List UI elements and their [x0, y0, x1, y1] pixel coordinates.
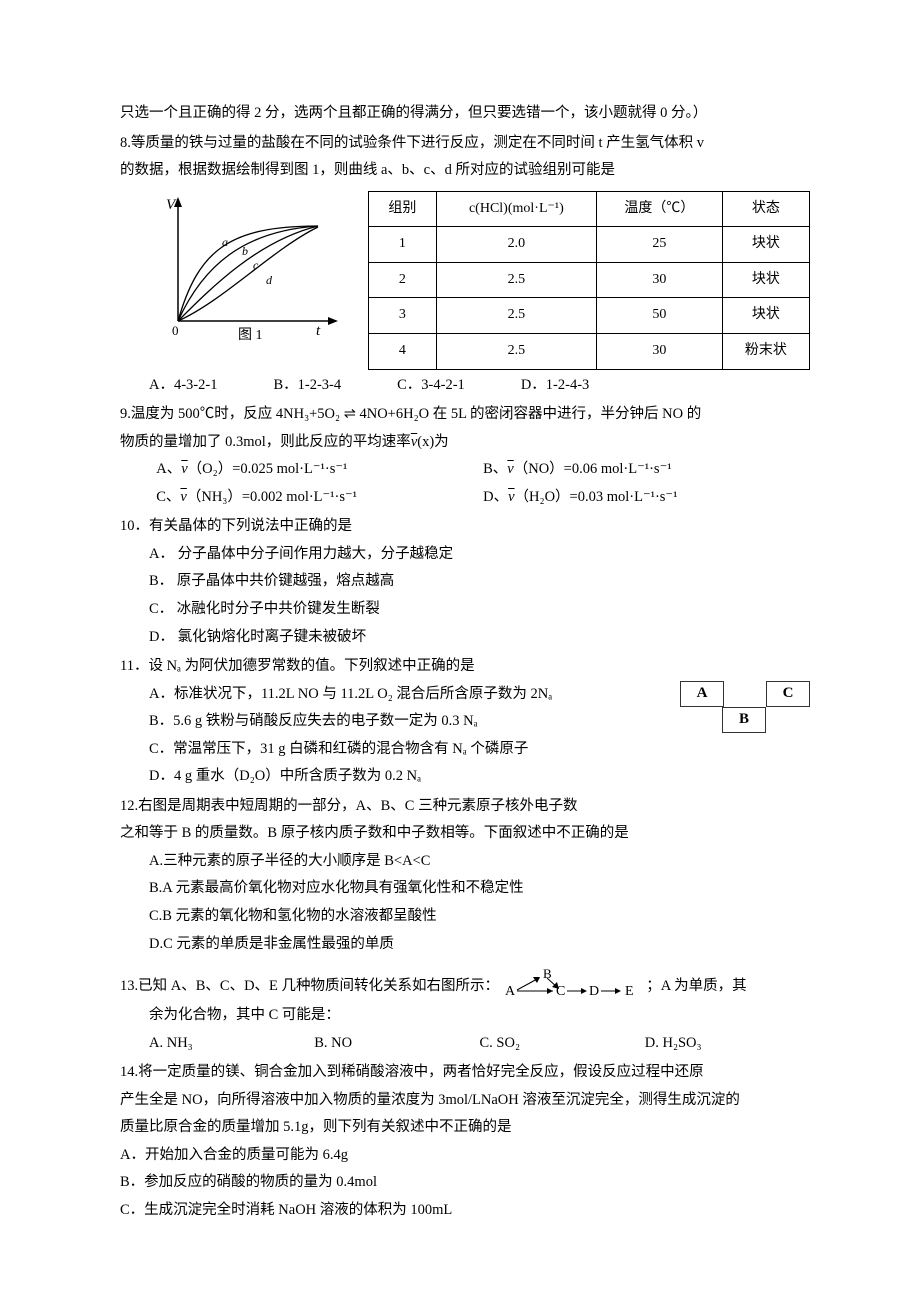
- q14-opt-a: A．开始加入合金的质量可能为 6.4g: [120, 1142, 810, 1170]
- svg-text:0: 0: [172, 323, 179, 338]
- svg-text:D: D: [589, 984, 599, 999]
- th-temp: 温度（℃）: [596, 191, 722, 227]
- q10-stem: 10．有关晶体的下列说法中正确的是: [120, 513, 810, 541]
- svg-text:E: E: [625, 984, 634, 999]
- q9-opt-c: C、v（NH₃）=0.002 mol·L⁻¹·s⁻¹: [156, 484, 483, 512]
- q14-stem2: 产生全是 NO，向所得溶液中加入物质的量浓度为 3mol/LNaOH 溶液至沉淀…: [120, 1087, 810, 1115]
- th-group: 组别: [369, 191, 437, 227]
- q8-opt-c: C．3-4-2-1: [397, 372, 465, 400]
- q8-opt-b: B．1-2-3-4: [273, 372, 341, 400]
- q8-stem-line1: 8.等质量的铁与过量的盐酸在不同的试验条件下进行反应，测定在不同时间 t 产生氢…: [120, 130, 810, 158]
- table-row: 22.530块状: [369, 262, 810, 298]
- th-conc: c(HCl)(mol·L⁻¹): [436, 191, 596, 227]
- q12-stem1: 12.右图是周期表中短周期的一部分，A、B、C 三种元素原子核外电子数: [120, 793, 672, 821]
- q8-stem-line2: 的数据，根据数据绘制得到图 1，则曲线 a、b、c、d 所对应的试验组别可能是: [120, 157, 810, 185]
- q13-opt-d: D. H₂SO₃: [645, 1030, 810, 1058]
- q14-opt-b: B．参加反应的硝酸的物质的量为 0.4mol: [120, 1169, 810, 1197]
- q13-opt-b: B. NO: [314, 1030, 479, 1058]
- q8-figure-and-table: a b c d V 0 t 图 1 组别 c(HCl)(mol·L⁻¹) 温度（…: [120, 191, 810, 370]
- q13-opt-a: A. NH₃: [149, 1030, 314, 1058]
- table-row: 32.550块状: [369, 298, 810, 334]
- table-row: 42.530粉末状: [369, 334, 810, 370]
- th-state: 状态: [722, 191, 809, 227]
- figure-1: a b c d V 0 t 图 1: [148, 191, 348, 352]
- q13-stem2: 余为化合物，其中 C 可能是：: [120, 1002, 810, 1030]
- q9-opt-b: B、v（NO）=0.06 mol·L⁻¹·s⁻¹: [483, 456, 810, 484]
- flow-diagram: A B C D E: [503, 968, 643, 1002]
- q11-stem: 11．设 Nₐ 为阿伏加德罗常数的值。下列叙述中正确的是: [120, 653, 810, 681]
- q14-stem1: 14.将一定质量的镁、铜合金加入到稀硝酸溶液中，两者恰好完全反应，假设反应过程中…: [120, 1059, 810, 1087]
- svg-text:a: a: [222, 235, 228, 249]
- q9-stem1: 9.温度为 500℃时，反应 4NH₃+5O₂ ⇌ 4NO+6H₂O 在 5L …: [120, 401, 810, 429]
- q12-opt-d: D.C 元素的单质是非金属性最强的单质: [120, 931, 810, 959]
- q12-opt-a: A.三种元素的原子半径的大小顺序是 B<A<C: [120, 848, 810, 876]
- q8-options: A．4-3-2-1 B．1-2-3-4 C．3-4-2-1 D．1-2-4-3: [120, 372, 810, 400]
- q8-table: 组别 c(HCl)(mol·L⁻¹) 温度（℃） 状态 12.025块状 22.…: [368, 191, 810, 370]
- q13-opt-c: C. SO₂: [480, 1030, 645, 1058]
- q12-opt-b: B.A 元素最高价氧化物对应水化物具有强氧化性和不稳定性: [120, 875, 810, 903]
- q10-opt-d: D． 氯化钠熔化时离子键未被破坏: [120, 624, 810, 652]
- q11-opt-a: A．标准状况下，11.2L NO 与 11.2L O₂ 混合后所含原子数为 2N…: [120, 681, 672, 709]
- q11-opt-b: B．5.6 g 铁粉与硝酸反应失去的电子数一定为 0.3 Nₐ: [120, 708, 672, 736]
- q12-stem2: 之和等于 B 的质量数。B 原子核内质子数和中子数相等。下面叙述中不正确的是: [120, 820, 810, 848]
- svg-text:图 1: 图 1: [238, 328, 263, 341]
- q14-opt-c: C．生成沉淀完全时消耗 NaOH 溶液的体积为 100mL: [120, 1197, 810, 1225]
- ptable-cell-b: B: [722, 707, 766, 733]
- ptable-cell-a: A: [680, 681, 724, 707]
- q10-opt-b: B． 原子晶体中共价键越强，熔点越高: [120, 568, 810, 596]
- q11-opt-d: D．4 g 重水（D₂O）中所含质子数为 0.2 Nₐ: [120, 763, 672, 791]
- q9-stem2: 物质的量增加了 0.3mol，则此反应的平均速率v(x)为: [120, 429, 810, 457]
- q13-options: A. NH₃ B. NO C. SO₂ D. H₂SO₃: [120, 1030, 810, 1058]
- q10-opt-a: A． 分子晶体中分子间作用力越大，分子越稳定: [120, 541, 810, 569]
- q8-opt-d: D．1-2-4-3: [521, 372, 589, 400]
- q10-opt-c: C． 冰融化时分子中共价键发生断裂: [120, 596, 810, 624]
- q9-opt-d: D、v（H₂O）=0.03 mol·L⁻¹·s⁻¹: [483, 484, 810, 512]
- svg-text:t: t: [316, 323, 321, 339]
- scoring-note: 只选一个且正确的得 2 分，选两个且都正确的得满分，但只要选错一个，该小题就得 …: [120, 100, 810, 128]
- q14-stem3: 质量比原合金的质量增加 5.1g，则下列有关叙述中不正确的是: [120, 1114, 810, 1142]
- q9-options: A、v（O₂）=0.025 mol·L⁻¹·s⁻¹ B、v（NO）=0.06 m…: [120, 456, 810, 511]
- svg-text:b: b: [242, 244, 248, 258]
- q9-opt-a: A、v（O₂）=0.025 mol·L⁻¹·s⁻¹: [156, 456, 483, 484]
- periodic-table-fragment: A C B: [680, 681, 810, 733]
- q12-opt-c: C.B 元素的氧化物和氢化物的水溶液都呈酸性: [120, 903, 810, 931]
- svg-text:c: c: [253, 258, 259, 272]
- svg-text:d: d: [266, 273, 273, 287]
- ptable-cell-c: C: [766, 681, 810, 707]
- q11-opt-c: C．常温常压下，31 g 白磷和红磷的混合物含有 Nₐ 个磷原子: [120, 736, 672, 764]
- table-row: 12.025块状: [369, 227, 810, 263]
- svg-text:A: A: [505, 984, 516, 999]
- q8-opt-a: A．4-3-2-1: [149, 372, 217, 400]
- q13-stem1: 13.已知 A、B、C、D、E 几种物质间转化关系如右图所示： A B C D …: [120, 968, 810, 1002]
- svg-text:C: C: [556, 984, 565, 999]
